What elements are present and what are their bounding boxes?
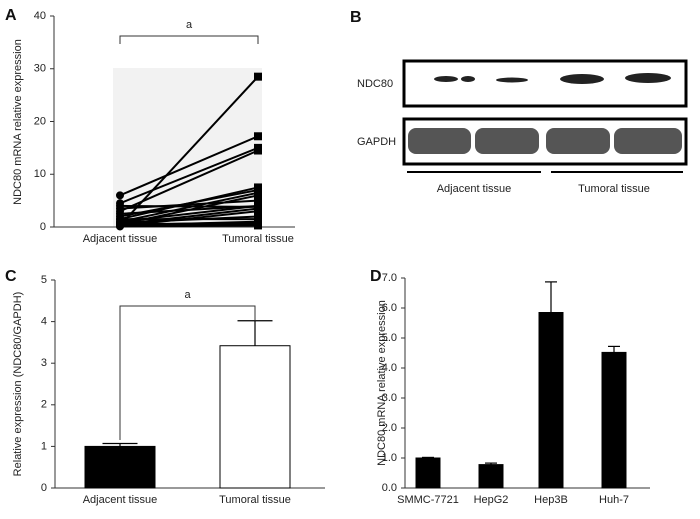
- marker: [254, 221, 262, 230]
- band: [496, 77, 528, 83]
- marker: [254, 207, 262, 216]
- y-axis-label: NDC80 mRNA relative expression: [376, 300, 388, 466]
- marker: [254, 72, 262, 81]
- row-label: GAPDH: [357, 136, 396, 148]
- bands: [434, 73, 671, 84]
- y-tick-label: 3: [41, 357, 47, 369]
- annotation: a: [186, 19, 193, 31]
- bracket: [119, 35, 259, 44]
- pair-line: [119, 135, 259, 197]
- marker: [116, 222, 124, 231]
- y-tick-label: 6.0: [382, 302, 397, 314]
- marker: [254, 202, 262, 211]
- marker: [254, 191, 262, 200]
- x-tick-label: Hep3B: [534, 494, 568, 506]
- pair-line: [119, 204, 259, 208]
- bracket: [119, 305, 256, 440]
- bar: [219, 345, 291, 489]
- row-label: NDC80: [357, 78, 393, 90]
- y-tick-label: 4: [41, 316, 47, 328]
- y-tick-label: 1.0: [382, 452, 397, 464]
- band: [408, 128, 471, 154]
- pair-line: [119, 146, 259, 205]
- y-tick-label: 20: [34, 115, 46, 127]
- y-tick-label: 5.0: [382, 332, 397, 344]
- panel-label: B: [350, 9, 362, 26]
- marker: [254, 146, 262, 155]
- y-tick-label: 2: [41, 399, 47, 411]
- y-tick-label: 7.0: [382, 272, 397, 284]
- band: [560, 74, 604, 84]
- x-tick-label: Adjacent tissue: [83, 233, 158, 245]
- y-tick-label: 5: [41, 274, 47, 286]
- x-tick-label: SMMC-7721: [397, 494, 459, 506]
- y-tick-label: 4.0: [382, 362, 397, 374]
- panel-label: D: [370, 268, 382, 285]
- pair-line: [119, 224, 259, 228]
- y-tick-label: 2.0: [382, 422, 397, 434]
- y-tick-label: 3.0: [382, 392, 397, 404]
- band: [475, 128, 539, 154]
- band: [434, 76, 458, 82]
- bar: [415, 457, 441, 489]
- panel-label: C: [5, 268, 17, 285]
- pair-line: [119, 221, 259, 226]
- x-tick-label: Huh-7: [599, 494, 629, 506]
- pair-line: [119, 199, 259, 210]
- pair-line: [119, 149, 259, 213]
- x-tick-label: Tumoral tissue: [219, 494, 291, 506]
- marker: [254, 196, 262, 205]
- annotation: a: [184, 289, 191, 301]
- bar: [478, 464, 504, 489]
- marker: [116, 201, 124, 210]
- band: [614, 128, 682, 154]
- y-tick-label: 1: [41, 440, 47, 452]
- bar: [601, 351, 627, 489]
- y-tick-label: 0.0: [382, 482, 397, 494]
- band: [461, 76, 475, 82]
- x-tick-label: Adjacent tissue: [83, 494, 158, 506]
- band: [625, 73, 671, 83]
- bar: [538, 312, 564, 489]
- blot-box: [402, 59, 688, 108]
- marker: [116, 191, 124, 200]
- y-tick-label: 40: [34, 10, 46, 22]
- y-axis-label: Relative expression (NDC80/GAPDH): [12, 292, 24, 477]
- y-axis-label: NDC80 mRNA relative expression: [12, 39, 24, 205]
- x-tick-label: HepG2: [474, 494, 509, 506]
- x-tick-label: Tumoral tissue: [222, 233, 294, 245]
- group-label: Adjacent tissue: [437, 183, 512, 195]
- bar: [84, 445, 156, 489]
- y-tick-label: 0: [41, 482, 47, 494]
- panel-label: A: [5, 7, 17, 24]
- y-tick-label: 10: [34, 168, 46, 180]
- band: [546, 128, 610, 154]
- marker: [254, 132, 262, 141]
- group-label: Tumoral tissue: [578, 183, 650, 195]
- bands: [408, 128, 682, 154]
- y-tick-label: 30: [34, 63, 46, 75]
- y-tick-label: 0: [40, 221, 46, 233]
